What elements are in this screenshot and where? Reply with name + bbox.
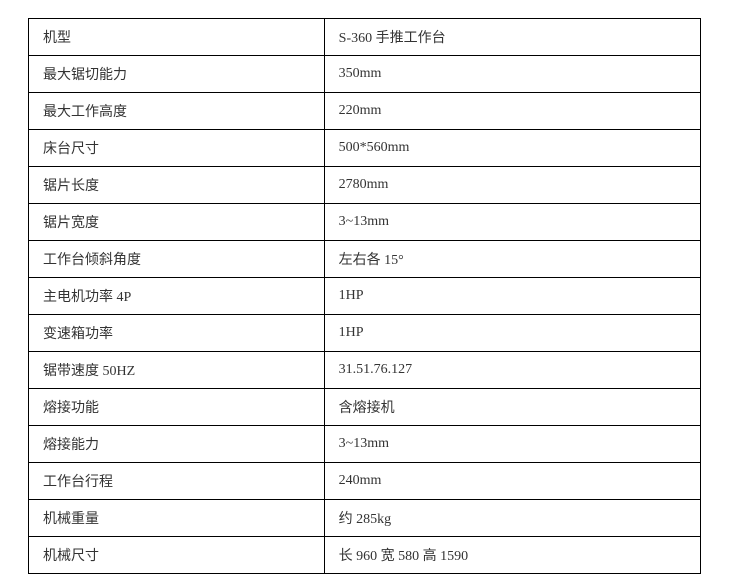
table-row: 最大工作高度 220mm bbox=[29, 93, 701, 130]
table-row: 变速箱功率 1HP bbox=[29, 315, 701, 352]
table-row: 锯片宽度 3~13mm bbox=[29, 204, 701, 241]
table-row: 熔接功能 含熔接机 bbox=[29, 389, 701, 426]
spec-label: 熔接能力 bbox=[29, 426, 325, 463]
spec-value: 31.51.76.127 bbox=[324, 352, 700, 389]
spec-label: 锯带速度 50HZ bbox=[29, 352, 325, 389]
spec-value: 1HP bbox=[324, 278, 700, 315]
spec-label: 变速箱功率 bbox=[29, 315, 325, 352]
spec-table-body: 机型 S-360 手推工作台 最大锯切能力 350mm 最大工作高度 220mm… bbox=[29, 19, 701, 574]
spec-value: 220mm bbox=[324, 93, 700, 130]
table-row: 工作台行程 240mm bbox=[29, 463, 701, 500]
table-row: 工作台倾斜角度 左右各 15° bbox=[29, 241, 701, 278]
spec-label: 机械重量 bbox=[29, 500, 325, 537]
spec-value: S-360 手推工作台 bbox=[324, 19, 700, 56]
spec-value: 长 960 宽 580 高 1590 bbox=[324, 537, 700, 574]
spec-label: 熔接功能 bbox=[29, 389, 325, 426]
spec-value: 3~13mm bbox=[324, 204, 700, 241]
table-row: 机械尺寸 长 960 宽 580 高 1590 bbox=[29, 537, 701, 574]
spec-label: 锯片宽度 bbox=[29, 204, 325, 241]
spec-label: 机型 bbox=[29, 19, 325, 56]
table-row: 机型 S-360 手推工作台 bbox=[29, 19, 701, 56]
spec-label: 最大工作高度 bbox=[29, 93, 325, 130]
table-row: 主电机功率 4P 1HP bbox=[29, 278, 701, 315]
spec-value: 1HP bbox=[324, 315, 700, 352]
table-row: 锯带速度 50HZ 31.51.76.127 bbox=[29, 352, 701, 389]
spec-value: 500*560mm bbox=[324, 130, 700, 167]
spec-label: 最大锯切能力 bbox=[29, 56, 325, 93]
spec-label: 机械尺寸 bbox=[29, 537, 325, 574]
spec-value: 2780mm bbox=[324, 167, 700, 204]
table-row: 最大锯切能力 350mm bbox=[29, 56, 701, 93]
table-row: 熔接能力 3~13mm bbox=[29, 426, 701, 463]
table-row: 锯片长度 2780mm bbox=[29, 167, 701, 204]
spec-value: 240mm bbox=[324, 463, 700, 500]
spec-label: 工作台倾斜角度 bbox=[29, 241, 325, 278]
spec-value: 约 285kg bbox=[324, 500, 700, 537]
spec-value: 350mm bbox=[324, 56, 700, 93]
spec-table: 机型 S-360 手推工作台 最大锯切能力 350mm 最大工作高度 220mm… bbox=[28, 18, 701, 574]
spec-label: 工作台行程 bbox=[29, 463, 325, 500]
spec-label: 主电机功率 4P bbox=[29, 278, 325, 315]
table-row: 床台尺寸 500*560mm bbox=[29, 130, 701, 167]
table-row: 机械重量 约 285kg bbox=[29, 500, 701, 537]
spec-value: 3~13mm bbox=[324, 426, 700, 463]
spec-value: 含熔接机 bbox=[324, 389, 700, 426]
spec-label: 锯片长度 bbox=[29, 167, 325, 204]
spec-value: 左右各 15° bbox=[324, 241, 700, 278]
spec-label: 床台尺寸 bbox=[29, 130, 325, 167]
